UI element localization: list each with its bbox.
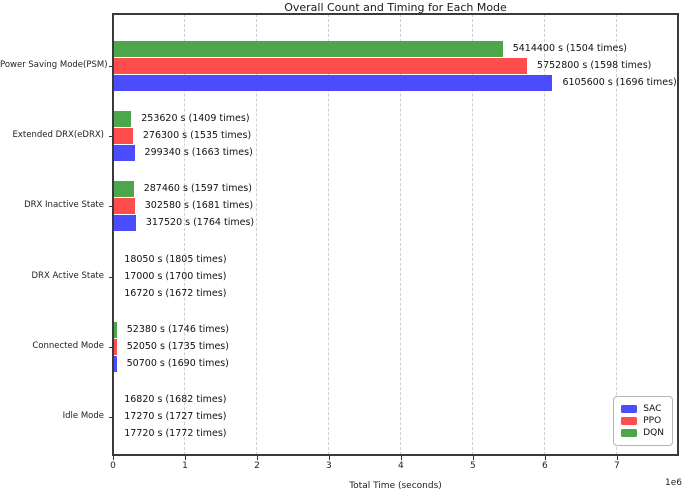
bar-value-label-dqn-extended-drx-edrx: 253620 s (1409 times) — [141, 113, 250, 125]
legend-label-dqn: DQN — [643, 428, 664, 438]
gridline-7 — [616, 14, 618, 455]
bar-value-label-dqn-connected-mode: 52380 s (1746 times) — [126, 323, 229, 335]
y-tick-label-power-saving-mode-psm: Power Saving Mode(PSM) — [0, 60, 108, 70]
legend-item-ppo: PPO — [621, 416, 664, 426]
bar-value-label-sac-extended-drx-edrx: 299340 s (1663 times) — [144, 147, 253, 159]
x-tick-label-3: 3 — [326, 461, 332, 471]
y-tick-mark-power-saving-mode-psm — [109, 66, 113, 67]
legend-swatch-sac — [621, 405, 638, 413]
legend-label-sac: SAC — [643, 404, 662, 414]
bar-value-label-dqn-drx-active-state: 18050 s (1805 times) — [124, 253, 227, 265]
bar-dqn-idle-mode — [113, 392, 115, 408]
bar-value-label-ppo-idle-mode: 17270 s (1727 times) — [124, 411, 227, 422]
x-tick-label-7: 7 — [613, 461, 620, 471]
bar-dqn-power-saving-mode-psm — [113, 41, 503, 57]
y-tick-label-connected-mode: Connected Mode — [32, 340, 104, 351]
bar-value-label-sac-idle-mode: 17720 s (1772 times) — [124, 428, 227, 439]
x-axis-multiplier: 1e6 — [665, 478, 682, 488]
bar-value-label-dqn-idle-mode: 16820 s (1682 times) — [124, 394, 227, 405]
x-tick-label-2: 2 — [254, 461, 260, 471]
gridline-4 — [400, 14, 402, 455]
bar-dqn-extended-drx-edrx — [113, 111, 132, 128]
bar-sac-connected-mode — [113, 355, 117, 372]
legend-item-dqn: DQN — [621, 428, 664, 438]
legend-label-ppo: PPO — [643, 416, 662, 426]
x-tick-mark-0 — [113, 456, 114, 460]
bar-value-label-ppo-extended-drx-edrx: 276300 s (1535 times) — [142, 130, 252, 142]
y-tick-label-idle-mode: Idle Mode — [62, 411, 104, 421]
x-tick-label-1: 1 — [182, 461, 188, 471]
y-tick-label-extended-drx-edrx: Extended DRX(eDRX) — [12, 130, 104, 141]
bar-value-label-ppo-connected-mode: 52050 s (1735 times) — [126, 340, 229, 352]
bar-ppo-drx-inactive-state — [113, 198, 135, 215]
x-tick-label-6: 6 — [541, 461, 548, 471]
legend-swatch-ppo — [621, 417, 638, 425]
x-axis-label: Total Time (seconds) — [349, 481, 442, 491]
x-tick-label-0: 0 — [110, 461, 116, 471]
bar-dqn-drx-inactive-state — [113, 181, 134, 198]
x-tick-mark-6 — [544, 456, 546, 460]
bar-ppo-extended-drx-edrx — [113, 128, 133, 145]
x-tick-mark-2 — [256, 456, 258, 460]
bar-value-label-sac-connected-mode: 50700 s (1690 times) — [126, 357, 229, 369]
bar-sac-drx-inactive-state — [113, 215, 136, 232]
bar-value-label-sac-drx-inactive-state: 317520 s (1764 times) — [145, 217, 255, 229]
bar-sac-extended-drx-edrx — [113, 145, 135, 162]
bar-ppo-idle-mode — [113, 409, 115, 425]
y-tick-label-drx-active-state: DRX Active State — [31, 270, 104, 281]
x-tick-label-5: 5 — [469, 461, 476, 471]
bar-value-label-sac-drx-active-state: 16720 s (1672 times) — [124, 287, 227, 299]
bar-ppo-drx-active-state — [113, 268, 115, 285]
bar-sac-power-saving-mode-psm — [113, 75, 553, 91]
gridline-5 — [472, 14, 474, 455]
bar-sac-drx-active-state — [113, 285, 115, 302]
bar-value-label-dqn-power-saving-mode-psm: 5414400 s (1504 times) — [512, 43, 628, 54]
bar-sac-idle-mode — [113, 426, 115, 442]
bar-value-label-ppo-drx-inactive-state: 302580 s (1681 times) — [144, 200, 254, 212]
y-tick-mark-idle-mode — [109, 417, 113, 418]
x-tick-label-4: 4 — [398, 461, 404, 471]
legend-item-sac: SAC — [621, 404, 664, 414]
legend-swatch-dqn — [621, 429, 638, 437]
x-tick-mark-5 — [472, 456, 474, 460]
legend: SAC PPO DQN — [613, 396, 673, 446]
gridline-2 — [256, 14, 258, 455]
y-tick-mark-drx-inactive-state — [109, 206, 113, 208]
x-tick-mark-4 — [400, 456, 402, 460]
x-tick-mark-7 — [616, 456, 618, 460]
bar-value-label-ppo-drx-active-state: 17000 s (1700 times) — [124, 270, 227, 282]
gridline-6 — [544, 14, 546, 455]
x-tick-mark-3 — [328, 456, 330, 460]
bar-ppo-power-saving-mode-psm — [113, 58, 528, 74]
bar-value-label-dqn-drx-inactive-state: 287460 s (1597 times) — [143, 183, 252, 195]
bar-value-label-ppo-power-saving-mode-psm: 5752800 s (1598 times) — [537, 60, 652, 71]
bar-dqn-drx-active-state — [113, 251, 115, 268]
y-tick-label-drx-inactive-state: DRX Inactive State — [24, 200, 104, 211]
gridline-1 — [184, 14, 186, 455]
y-tick-mark-drx-active-state — [109, 276, 113, 278]
x-tick-mark-1 — [184, 456, 186, 460]
bar-value-label-sac-power-saving-mode-psm: 6105600 s (1696 times) — [562, 77, 677, 88]
gridline-3 — [328, 14, 330, 455]
bar-ppo-connected-mode — [113, 338, 117, 355]
plot-area: 5414400 s (1504 times) 5752800 s (1598 ti… — [113, 14, 678, 455]
chart-title: Overall Count and Timing for Each Mode — [284, 1, 507, 14]
y-tick-mark-extended-drx-edrx — [109, 136, 113, 138]
y-tick-mark-connected-mode — [109, 346, 113, 348]
bar-dqn-connected-mode — [113, 321, 117, 338]
